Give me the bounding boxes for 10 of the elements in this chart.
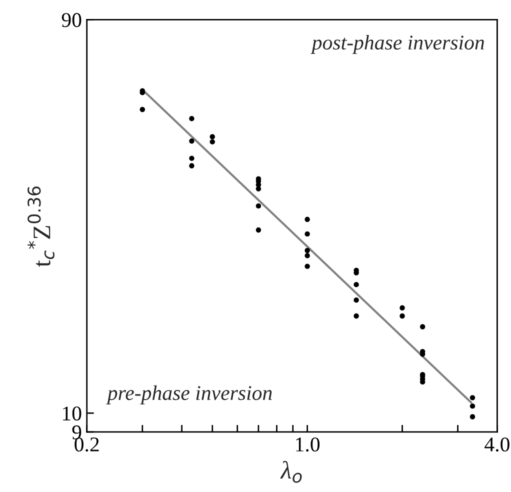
x-axis-title: λ$_{o}$	[280, 460, 302, 483]
y-tick-label: 90	[62, 13, 82, 28]
y-tick-label: 9	[72, 425, 82, 440]
x-tick-label: 0.2	[74, 437, 99, 452]
annotation: pre-phase inversion	[106, 385, 272, 404]
x-tick-label: 1.0	[296, 437, 320, 452]
y-axis-title: t$_{c}$$^{*}$Z$^{0.36}$	[28, 186, 54, 267]
annotation: post-phase inversion	[310, 34, 484, 54]
y-tick-label: 10	[63, 406, 82, 421]
x-tick-label: 4.0	[484, 437, 510, 452]
